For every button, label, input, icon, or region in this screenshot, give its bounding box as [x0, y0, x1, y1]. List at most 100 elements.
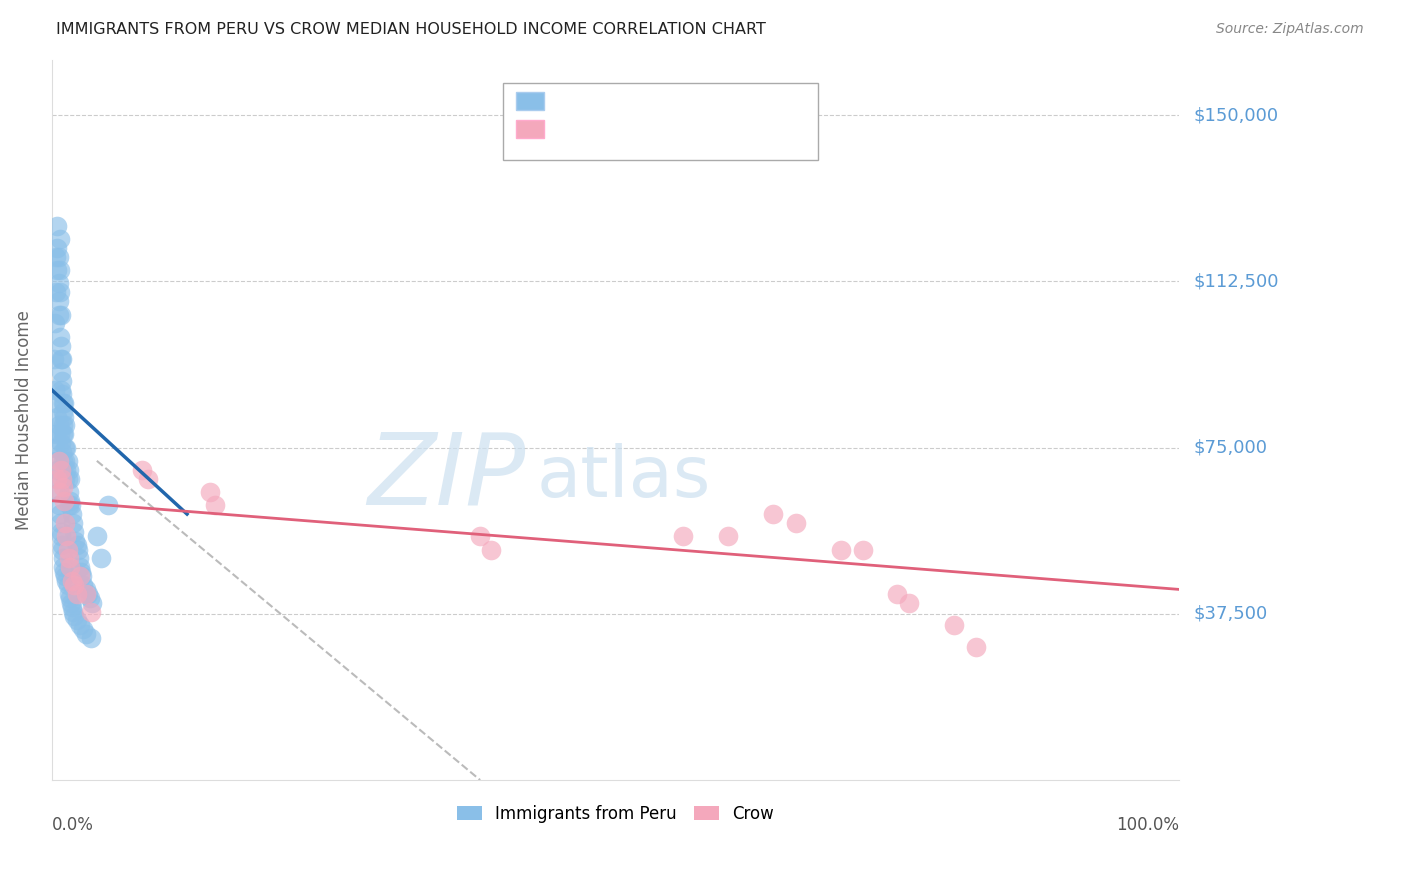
Point — [59, 560, 82, 574]
Point — [51, 542, 73, 557]
Text: 100.0%: 100.0% — [1116, 816, 1180, 834]
Point — [48, 418, 70, 433]
Point — [56, 542, 79, 557]
Point — [70, 565, 93, 579]
Point — [62, 516, 84, 530]
Point — [49, 338, 72, 352]
Point — [59, 596, 82, 610]
Point — [58, 463, 80, 477]
Point — [58, 498, 80, 512]
Point — [198, 484, 221, 499]
Point — [48, 427, 70, 442]
Point — [46, 472, 69, 486]
Point — [53, 427, 76, 442]
Point — [49, 436, 72, 450]
Point — [51, 445, 73, 459]
Point — [52, 427, 75, 442]
Point — [56, 454, 79, 468]
Point — [58, 587, 80, 601]
Point — [897, 596, 920, 610]
Text: IMMIGRANTS FROM PERU VS CROW MEDIAN HOUSEHOLD INCOME CORRELATION CHART: IMMIGRANTS FROM PERU VS CROW MEDIAN HOUS… — [56, 22, 766, 37]
Point — [55, 574, 77, 588]
Point — [51, 538, 73, 552]
Point — [55, 463, 77, 477]
Text: $75,000: $75,000 — [1194, 439, 1267, 457]
Point — [62, 605, 84, 619]
Point — [66, 542, 89, 557]
Point — [48, 294, 70, 309]
Point — [52, 551, 75, 566]
Point — [852, 542, 875, 557]
Point — [45, 250, 67, 264]
Point — [53, 516, 76, 530]
Point — [46, 241, 69, 255]
Point — [46, 472, 69, 486]
Point — [53, 454, 76, 468]
Point — [45, 396, 67, 410]
Point — [131, 463, 153, 477]
Text: $37,500: $37,500 — [1194, 605, 1267, 623]
Point — [70, 569, 93, 583]
Point — [80, 631, 103, 645]
Point — [53, 493, 76, 508]
Point — [470, 529, 492, 543]
Point — [717, 529, 740, 543]
Point — [52, 396, 75, 410]
Point — [45, 454, 67, 468]
Point — [72, 623, 94, 637]
Point — [59, 498, 82, 512]
Text: R =: R = — [551, 92, 588, 110]
Point — [86, 529, 108, 543]
Point — [53, 441, 76, 455]
Y-axis label: Median Household Income: Median Household Income — [15, 310, 32, 530]
Point — [63, 578, 86, 592]
Point — [60, 574, 83, 588]
Point — [53, 569, 76, 583]
Text: atlas: atlas — [537, 443, 711, 512]
Point — [48, 308, 70, 322]
Point — [53, 409, 76, 424]
Text: $112,500: $112,500 — [1194, 272, 1278, 290]
Point — [886, 587, 908, 601]
Point — [97, 498, 120, 512]
Text: 0.0%: 0.0% — [52, 816, 94, 834]
Text: $150,000: $150,000 — [1194, 106, 1278, 124]
Point — [79, 591, 101, 606]
Text: N =: N = — [648, 120, 685, 138]
Text: Source: ZipAtlas.com: Source: ZipAtlas.com — [1216, 22, 1364, 37]
Point — [49, 383, 72, 397]
Point — [51, 351, 73, 366]
Point — [58, 551, 80, 566]
Point — [785, 516, 807, 530]
Point — [59, 591, 82, 606]
Text: -0.434: -0.434 — [585, 92, 644, 110]
Point — [56, 578, 79, 592]
Point — [49, 365, 72, 379]
Point — [55, 441, 77, 455]
Point — [52, 560, 75, 574]
Point — [82, 596, 104, 610]
Point — [204, 498, 226, 512]
Point — [52, 405, 75, 419]
Point — [63, 609, 86, 624]
Point — [75, 626, 97, 640]
Point — [58, 484, 80, 499]
Point — [46, 219, 69, 233]
Point — [53, 396, 76, 410]
Point — [90, 551, 112, 566]
Point — [49, 463, 72, 477]
Point — [481, 542, 503, 557]
Point — [136, 472, 159, 486]
Point — [53, 565, 76, 579]
Point — [80, 605, 103, 619]
Point — [65, 587, 87, 601]
Point — [46, 409, 69, 424]
Point — [48, 250, 70, 264]
Point — [65, 533, 87, 548]
Point — [830, 542, 852, 557]
Point — [44, 317, 66, 331]
Text: 100: 100 — [683, 92, 718, 110]
Text: 34: 34 — [683, 120, 713, 138]
Point — [672, 529, 695, 543]
Point — [59, 472, 82, 486]
